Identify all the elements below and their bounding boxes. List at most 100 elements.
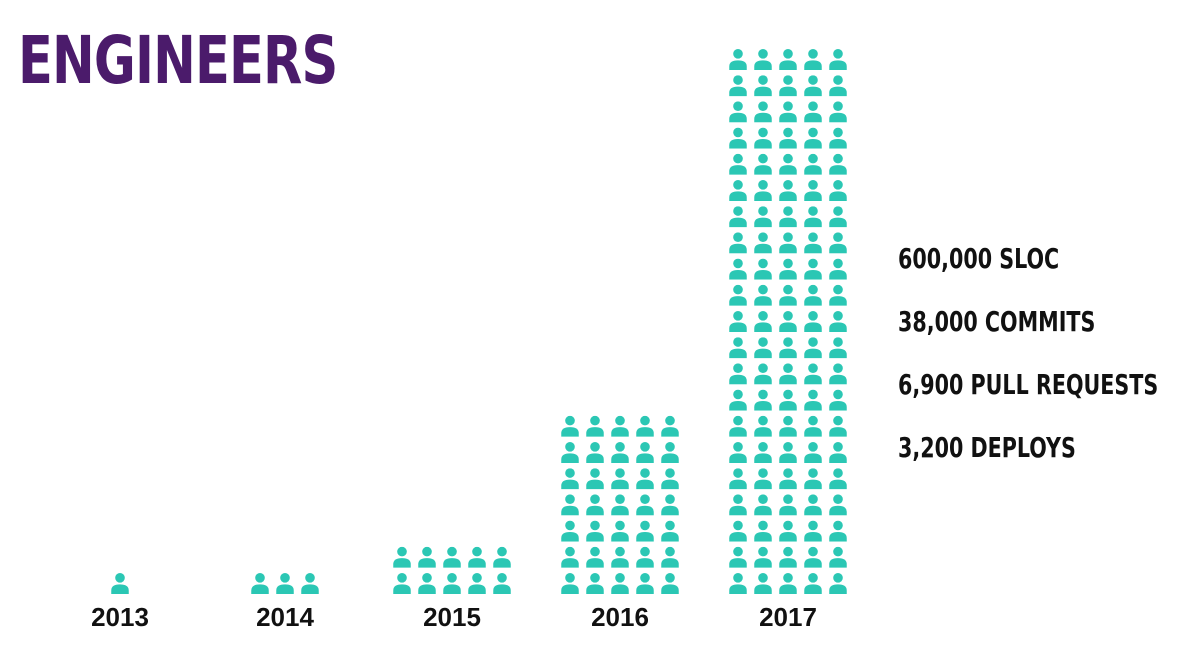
person-icon [661,468,679,489]
person-icon [729,337,747,358]
person-icon [729,128,747,149]
person-icon [754,101,772,122]
person-icon [276,573,294,594]
person-icon [779,337,797,358]
person-icon [661,494,679,515]
person-icon [586,416,604,437]
person-icon [779,285,797,306]
person-icon [251,573,269,594]
year-label-2017: 2017 [759,602,817,632]
person-icon [729,232,747,253]
person-icon [611,573,629,594]
person-icon [493,573,511,594]
person-icon [111,573,129,594]
person-icon [804,390,822,411]
person-icon [754,416,772,437]
person-icon [779,311,797,332]
person-icon [829,232,847,253]
person-icon [804,232,822,253]
person-icon [754,337,772,358]
person-icon [586,521,604,542]
person-icon [636,416,654,437]
column-2016 [561,416,679,594]
person-icon [829,311,847,332]
person-icon [829,468,847,489]
person-icon [779,494,797,515]
person-icon [829,363,847,384]
person-icon [779,232,797,253]
person-icon [729,390,747,411]
person-icon [754,232,772,253]
person-icon [754,547,772,568]
person-icon [754,154,772,175]
person-icon [754,468,772,489]
person-icon [754,49,772,70]
year-label-2016: 2016 [591,602,649,632]
person-icon [443,547,461,568]
person-icon [468,573,486,594]
person-icon [729,442,747,463]
person-icon [561,494,579,515]
person-icon [779,547,797,568]
person-icon [729,259,747,280]
person-icon [636,468,654,489]
person-icon [561,521,579,542]
person-icon [804,468,822,489]
person-icon [804,494,822,515]
person-icon [754,390,772,411]
person-icon [829,521,847,542]
person-icon [779,154,797,175]
person-icon [661,442,679,463]
person-icon [804,128,822,149]
person-icon [804,416,822,437]
person-icon [779,573,797,594]
year-label-2013: 2013 [91,602,149,632]
person-icon [661,573,679,594]
column-2013 [111,573,129,594]
person-icon [754,442,772,463]
person-icon [729,49,747,70]
person-icon [804,285,822,306]
person-icon [779,390,797,411]
person-icon [661,521,679,542]
stat-pull-requests: 6,900 PULL REQUESTS [898,371,1158,399]
person-icon [586,442,604,463]
person-icon [829,547,847,568]
person-icon [754,206,772,227]
person-icon [779,180,797,201]
person-icon [754,180,772,201]
person-icon [804,180,822,201]
person-icon [829,206,847,227]
person-icon [779,442,797,463]
person-icon [729,547,747,568]
person-icon [443,573,461,594]
column-2014 [251,573,319,594]
person-icon [636,547,654,568]
person-icon [586,547,604,568]
person-icon [636,494,654,515]
person-icon [729,285,747,306]
person-icon [829,49,847,70]
person-icon [779,101,797,122]
person-icon [779,416,797,437]
person-icon [779,363,797,384]
person-icon [561,442,579,463]
person-icon [729,573,747,594]
person-icon [804,363,822,384]
person-icon [754,311,772,332]
person-icon [561,573,579,594]
person-icon [418,547,436,568]
person-icon [561,468,579,489]
person-icon [754,363,772,384]
column-2015 [393,547,511,594]
person-icon [611,468,629,489]
person-icon [804,49,822,70]
person-icon [829,416,847,437]
person-icon [636,573,654,594]
person-icon [418,573,436,594]
person-icon [729,311,747,332]
person-icon [779,206,797,227]
person-icon [729,75,747,96]
person-icon [754,128,772,149]
person-icon [754,259,772,280]
